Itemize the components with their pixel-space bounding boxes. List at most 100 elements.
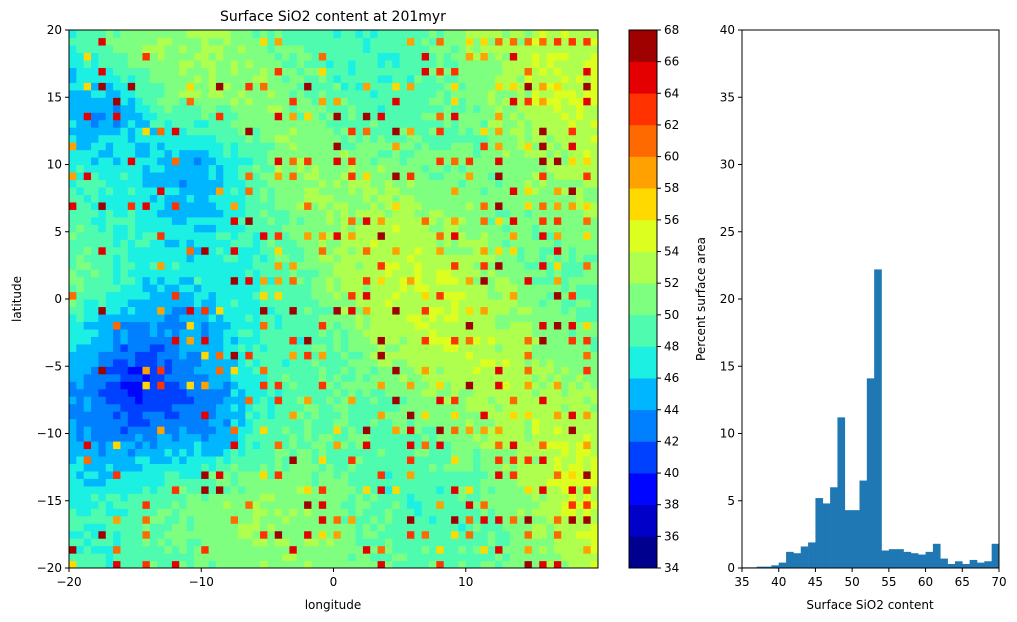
contour-cell [142, 493, 151, 502]
contour-cell [230, 515, 239, 524]
contour-cell [289, 52, 298, 61]
contour-cell [91, 209, 99, 218]
contour-cell [98, 52, 107, 61]
contour-cell [237, 261, 246, 270]
contour-cell [230, 403, 239, 412]
contour-cell [443, 306, 452, 315]
contour-cell [348, 538, 357, 547]
contour-cell [370, 209, 379, 218]
contour-cell [561, 538, 570, 547]
contour-cell [193, 119, 202, 128]
contour-cell [113, 440, 122, 450]
contour-cell [296, 224, 305, 233]
contour-cell [502, 545, 511, 554]
contour-cell [568, 433, 577, 442]
contour-cell [362, 119, 371, 128]
contour-cell [157, 82, 166, 91]
contour-cell [392, 426, 401, 435]
contour-cell [583, 328, 592, 337]
contour-cell [451, 194, 460, 203]
contour-cell [414, 448, 423, 457]
contour-cell [348, 74, 357, 83]
contour-cell [539, 388, 548, 397]
contour-cell [340, 254, 349, 263]
contour-cell [546, 545, 555, 554]
contour-cell [274, 328, 283, 337]
contour-cell [561, 358, 570, 367]
contour-cell [230, 164, 239, 173]
contour-cell [164, 74, 173, 83]
contour-cell [311, 426, 320, 435]
contour-cell [399, 261, 408, 270]
contour-cell [135, 67, 144, 76]
contour-cell [186, 500, 195, 509]
contour-cell [120, 358, 129, 367]
contour-cell [406, 246, 415, 255]
contour-cell [91, 381, 99, 390]
contour-cell [91, 388, 99, 397]
contour-cell [487, 89, 496, 98]
contour-cell [546, 523, 555, 532]
contour-cell [83, 291, 92, 300]
contour-cell [399, 463, 408, 472]
contour-cell [429, 276, 437, 285]
contour-cell [274, 403, 283, 412]
contour-cell [495, 186, 504, 195]
contour-cell [575, 299, 584, 308]
contour-cell [157, 433, 166, 442]
contour-cell [340, 239, 349, 248]
contour-cell [546, 261, 555, 270]
contour-cell [245, 82, 254, 91]
contour-cell [83, 82, 92, 91]
contour-cell [524, 426, 533, 435]
contour-cell [237, 426, 246, 435]
contour-cell [215, 284, 224, 293]
contour-cell [127, 538, 136, 547]
contour-cell [524, 164, 533, 173]
contour-cell [517, 104, 526, 113]
contour-cell [414, 299, 423, 308]
contour-cell [260, 284, 268, 293]
contour-cell [333, 426, 342, 435]
contour-cell [451, 433, 460, 442]
contour-cell [318, 276, 327, 285]
contour-cell [458, 351, 467, 360]
contour-cell [274, 261, 283, 270]
contour-cell [414, 493, 423, 502]
contour-cell [495, 246, 504, 255]
contour-cell [384, 560, 393, 568]
contour-cell [429, 254, 437, 263]
contour-cell [561, 269, 570, 278]
contour-cell [495, 171, 504, 181]
contour-cell [83, 538, 92, 547]
contour-cell [480, 351, 489, 360]
contour-cell [465, 209, 474, 218]
contour-cell [98, 351, 107, 360]
contour-cell [135, 224, 144, 233]
contour-cell [215, 224, 224, 233]
contour-cell [517, 97, 526, 106]
contour-cell [443, 448, 452, 457]
contour-cell [362, 112, 371, 121]
contour-cell [69, 381, 77, 390]
contour-cell [326, 224, 335, 233]
contour-cell [223, 194, 232, 203]
contour-cell [267, 246, 276, 255]
contour-cell [304, 82, 313, 91]
contour-cell [98, 186, 107, 195]
contour-cell [377, 343, 386, 352]
contour-cell [260, 291, 268, 300]
contour-cell [480, 216, 489, 225]
contour-cell [553, 291, 562, 300]
contour-cell [414, 52, 423, 61]
contour-cell [282, 299, 291, 308]
contour-cell [186, 291, 195, 300]
contour-cell [201, 299, 210, 308]
contour-cell [164, 560, 173, 568]
contour-cell [318, 433, 327, 442]
contour-cell [333, 246, 342, 255]
contour-cell [406, 328, 415, 337]
contour-cell [289, 216, 298, 225]
contour-cell [465, 463, 474, 472]
contour-cell [245, 500, 254, 509]
